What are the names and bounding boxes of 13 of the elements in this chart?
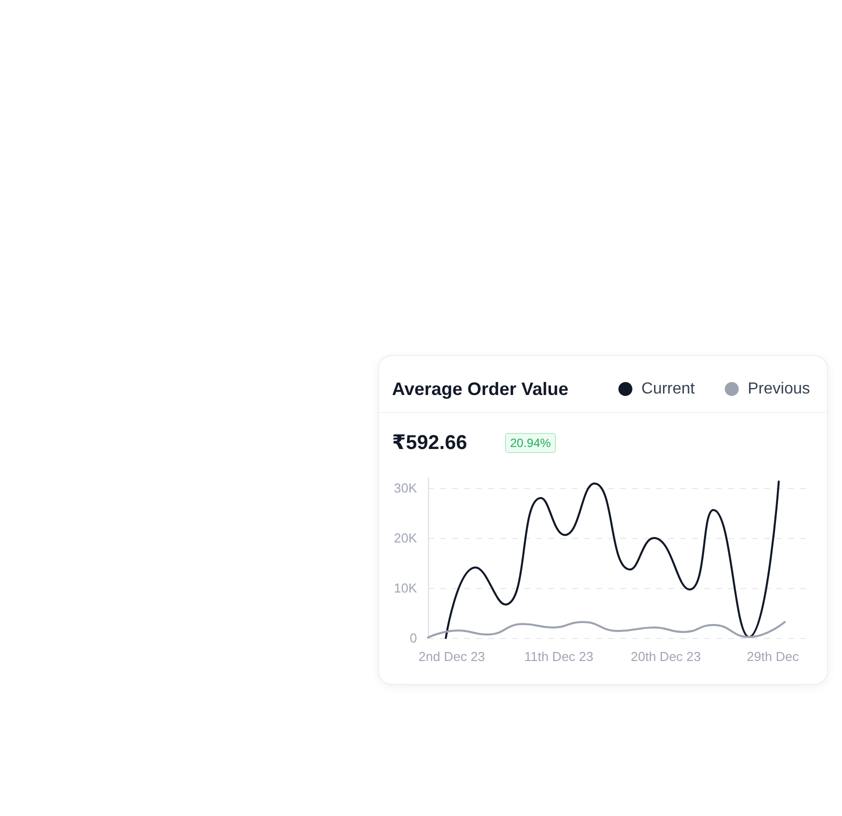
x-tick-label: 2nd Dec 23: [418, 649, 486, 664]
legend-label: Previous: [748, 380, 810, 398]
y-tick-label: 10K: [394, 580, 418, 596]
y-tick-label: 0: [410, 630, 417, 646]
chart-title: Average Order Value: [392, 379, 568, 399]
text: ₹592.66: [392, 431, 468, 456]
x-tick-label: 11th Dec 23: [524, 649, 594, 664]
text: 20.94%: [505, 433, 556, 453]
y-tick-label: 30K: [394, 480, 418, 496]
legend-label: Current: [641, 380, 696, 398]
x-tick-label: 20th Dec 23: [630, 649, 701, 664]
x-tick-label: 29th Dec: [746, 649, 800, 664]
y-tick-label: 20K: [394, 530, 418, 546]
